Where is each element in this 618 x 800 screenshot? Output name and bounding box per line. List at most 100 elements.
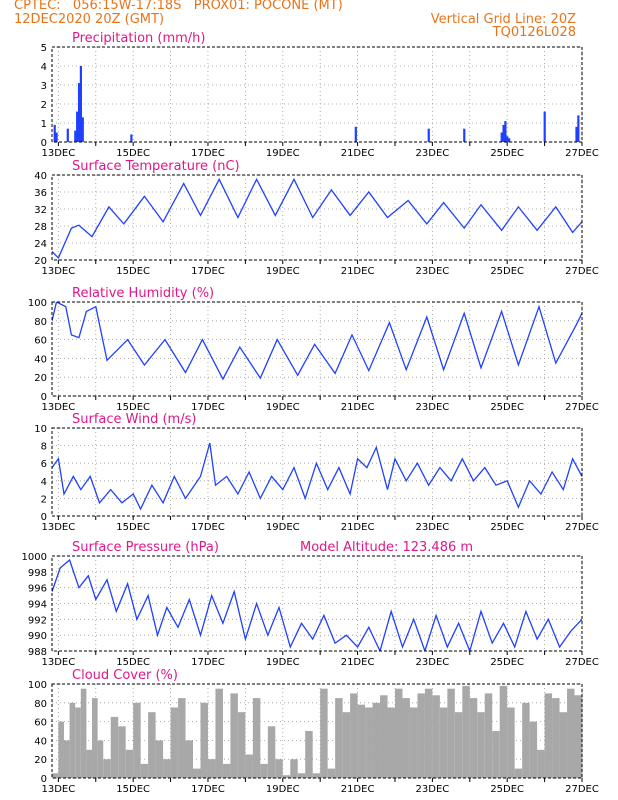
panel-title: Precipitation (mm/h) (72, 31, 205, 46)
panel-annotation: Model Altitude: 123.486 m (300, 540, 473, 555)
cloud-bar (305, 731, 313, 778)
cloud-bar (514, 768, 523, 778)
panel-frame (51, 174, 583, 261)
cloud-bar (529, 721, 538, 778)
x-tick-label: 21DEC (341, 784, 375, 795)
cloud-bar (103, 759, 111, 778)
precip-bar (55, 132, 58, 142)
precip-bar (66, 128, 69, 142)
y-tick-label: 40 (34, 171, 47, 182)
x-tick-label: 27DEC (565, 522, 599, 533)
y-tick-label: 4 (41, 477, 47, 488)
cloud-bar (365, 707, 373, 778)
panel-frame (51, 301, 583, 397)
x-tick-label: 15DEC (116, 266, 150, 277)
cloud-bar (52, 773, 59, 778)
series-line (52, 302, 582, 381)
x-tick-label: 17DEC (191, 657, 225, 668)
precip-bar (543, 111, 546, 142)
cloud-bar (432, 695, 440, 778)
x-tick-label: 25DEC (490, 522, 524, 533)
y-tick-label: 0 (41, 512, 47, 523)
x-tick-label: 15DEC (116, 522, 150, 533)
cloud-bar (222, 763, 231, 778)
header-code: TQ0126L028 (492, 25, 576, 40)
x-tick-label: 17DEC (191, 784, 225, 795)
y-tick-label: 0 (41, 392, 47, 403)
cloud-bar (63, 740, 70, 778)
y-tick-label: 1 (41, 119, 47, 130)
x-tick-label: 21DEC (341, 266, 375, 277)
precip-bar (76, 111, 79, 142)
x-tick-label: 25DEC (490, 657, 524, 668)
cloud-bar (424, 688, 433, 778)
precip-bar (77, 83, 81, 142)
series-line (52, 177, 582, 260)
precip-bar (427, 128, 430, 142)
cloud-bar (454, 712, 463, 778)
precip-bar (508, 138, 511, 142)
cloud-bar (484, 693, 493, 778)
cloud-bar (582, 688, 583, 778)
x-tick-label: 19DEC (266, 148, 300, 159)
precip-bar (504, 121, 507, 142)
x-tick-label: 21DEC (341, 522, 375, 533)
cloud-bar (282, 775, 291, 778)
cloud-bar (260, 763, 268, 778)
y-tick-label: 40 (34, 354, 47, 365)
panel-title: Surface Pressure (hPa) (72, 540, 219, 555)
cloud-bar (447, 688, 455, 778)
header-grid-note: Vertical Grid Line: 20Z (430, 12, 576, 27)
cloud-bar (394, 688, 403, 778)
y-tick-label: 36 (34, 188, 47, 199)
cloud-bar (469, 698, 478, 778)
x-tick-label: 13DEC (41, 402, 75, 413)
cloud-bar (267, 726, 276, 778)
cloud-bar (193, 768, 201, 778)
cloud-bar (507, 707, 515, 778)
x-tick-label: 19DEC (266, 402, 300, 413)
y-tick-label: 60 (34, 718, 47, 729)
precip-bar (81, 117, 84, 142)
y-tick-label: 20 (34, 755, 47, 766)
x-tick-label: 19DEC (266, 522, 300, 533)
cloud-bar (552, 698, 560, 778)
y-tick-label: 28 (34, 222, 47, 233)
cloud-bar (477, 712, 485, 778)
panel-frame (51, 555, 583, 652)
x-tick-label: 15DEC (116, 402, 150, 413)
x-tick-label: 19DEC (266, 784, 300, 795)
cloud-bar (118, 726, 126, 778)
x-tick-label: 27DEC (565, 402, 599, 413)
y-tick-label: 4 (41, 62, 47, 73)
series-line (52, 558, 582, 651)
y-tick-label: 994 (28, 600, 47, 611)
precip-bar (354, 126, 357, 142)
x-tick-label: 13DEC (41, 657, 75, 668)
cloud-bar (312, 773, 321, 778)
x-tick-label: 13DEC (41, 784, 75, 795)
x-tick-label: 17DEC (191, 148, 225, 159)
y-tick-label: 100 (28, 680, 47, 691)
y-tick-label: 6 (41, 459, 47, 470)
x-tick-label: 23DEC (416, 266, 450, 277)
cloud-bar (237, 712, 246, 778)
y-tick-label: 80 (34, 317, 47, 328)
cloud-bar (230, 693, 238, 778)
series-line (52, 442, 582, 511)
y-tick-label: 20 (34, 256, 47, 267)
panel-title: Surface Wind (m/s) (72, 412, 196, 427)
precip-bar (506, 136, 509, 142)
x-tick-label: 13DEC (41, 522, 75, 533)
x-tick-label: 19DEC (266, 266, 300, 277)
panel-frame (51, 46, 583, 143)
cloud-bar (402, 698, 410, 778)
x-tick-label: 23DEC (416, 148, 450, 159)
cloud-bar (97, 740, 104, 778)
x-tick-label: 27DEC (565, 266, 599, 277)
cloud-bar (522, 702, 530, 778)
cloud-bar (133, 702, 141, 778)
cloud-bar (125, 749, 134, 778)
precip-bar (463, 128, 466, 142)
